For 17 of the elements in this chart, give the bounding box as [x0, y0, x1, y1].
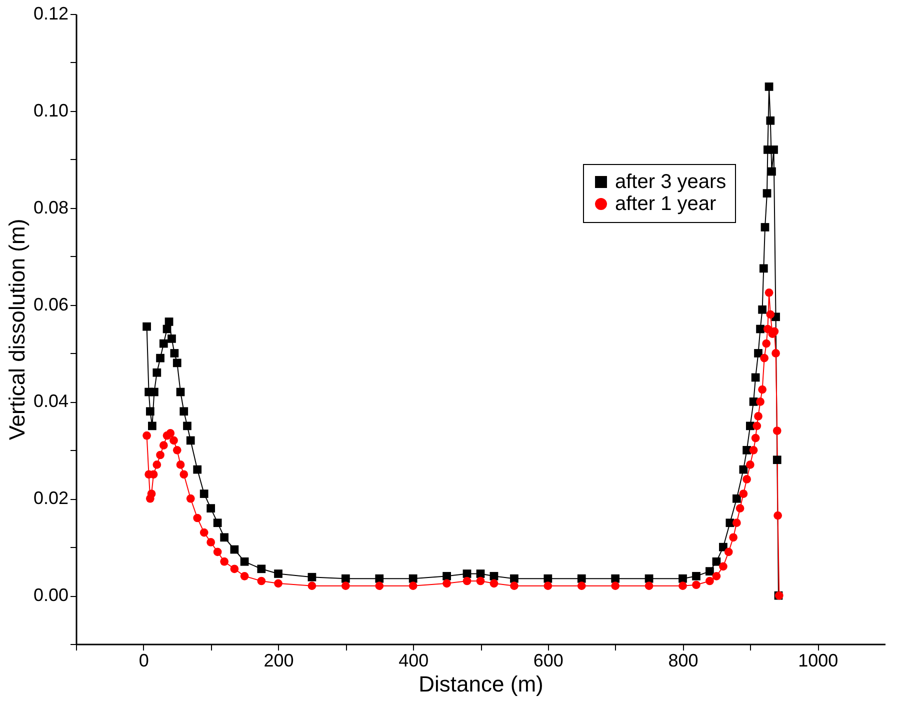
legend-label: after 3 years — [615, 171, 726, 193]
y-tick-label: 0.12 — [33, 4, 68, 24]
y-tick-label: 0.08 — [33, 197, 68, 218]
x-tick-label: 0 — [138, 650, 149, 670]
y-axis-title: Vertical dissolution (m) — [4, 218, 30, 440]
y-tick-label: 0.06 — [33, 294, 68, 314]
y-tick-label: 0.00 — [33, 585, 68, 606]
legend-label: after 1 year — [615, 193, 716, 215]
x-tick-label: 400 — [398, 650, 429, 670]
x-tick-label: 1000 — [798, 650, 838, 670]
y-tick-label: 0.10 — [33, 100, 68, 120]
y-tick-label: 0.02 — [33, 488, 68, 508]
x-tick-label: 200 — [264, 650, 294, 670]
x-axis-title: Distance (m) — [418, 672, 544, 696]
y-tick-label: 0.04 — [33, 391, 68, 412]
x-tick-label: 600 — [533, 650, 564, 670]
x-tick-label: 800 — [668, 650, 698, 670]
